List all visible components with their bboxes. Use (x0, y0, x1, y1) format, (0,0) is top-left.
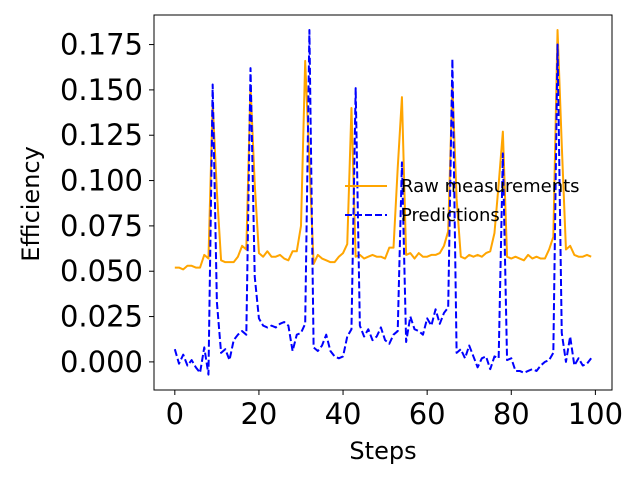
legend-label: Raw measurements (401, 176, 580, 197)
x-axis-label: Steps (349, 437, 416, 465)
x-tick-label: 80 (493, 397, 530, 431)
y-axis-label: Efficiency (17, 146, 45, 262)
x-tick-label: 40 (325, 397, 362, 431)
x-tick-label: 20 (240, 397, 277, 431)
y-tick-label: 0.050 (60, 254, 143, 288)
x-tick-label: 60 (409, 397, 446, 431)
plot-frame (154, 15, 612, 390)
y-tick-label: 0.125 (60, 118, 143, 152)
x-axis-ticks: 0 20 40 60 80 100 (166, 390, 623, 431)
y-tick-label: 0.025 (60, 300, 143, 334)
x-tick-label: 0 (166, 397, 184, 431)
plot-area (154, 15, 612, 390)
y-tick-label: 0.100 (60, 164, 143, 198)
legend-label: Predictions (401, 205, 500, 226)
x-tick-label: 100 (568, 397, 623, 431)
y-tick-label: 0.000 (60, 345, 143, 379)
y-tick-label: 0.175 (60, 28, 143, 62)
y-tick-label: 0.075 (60, 209, 143, 243)
y-tick-label: 0.150 (60, 73, 143, 107)
y-axis-ticks: 0.000 0.025 0.050 0.075 0.100 0.125 0.150 0.175 (60, 28, 154, 379)
